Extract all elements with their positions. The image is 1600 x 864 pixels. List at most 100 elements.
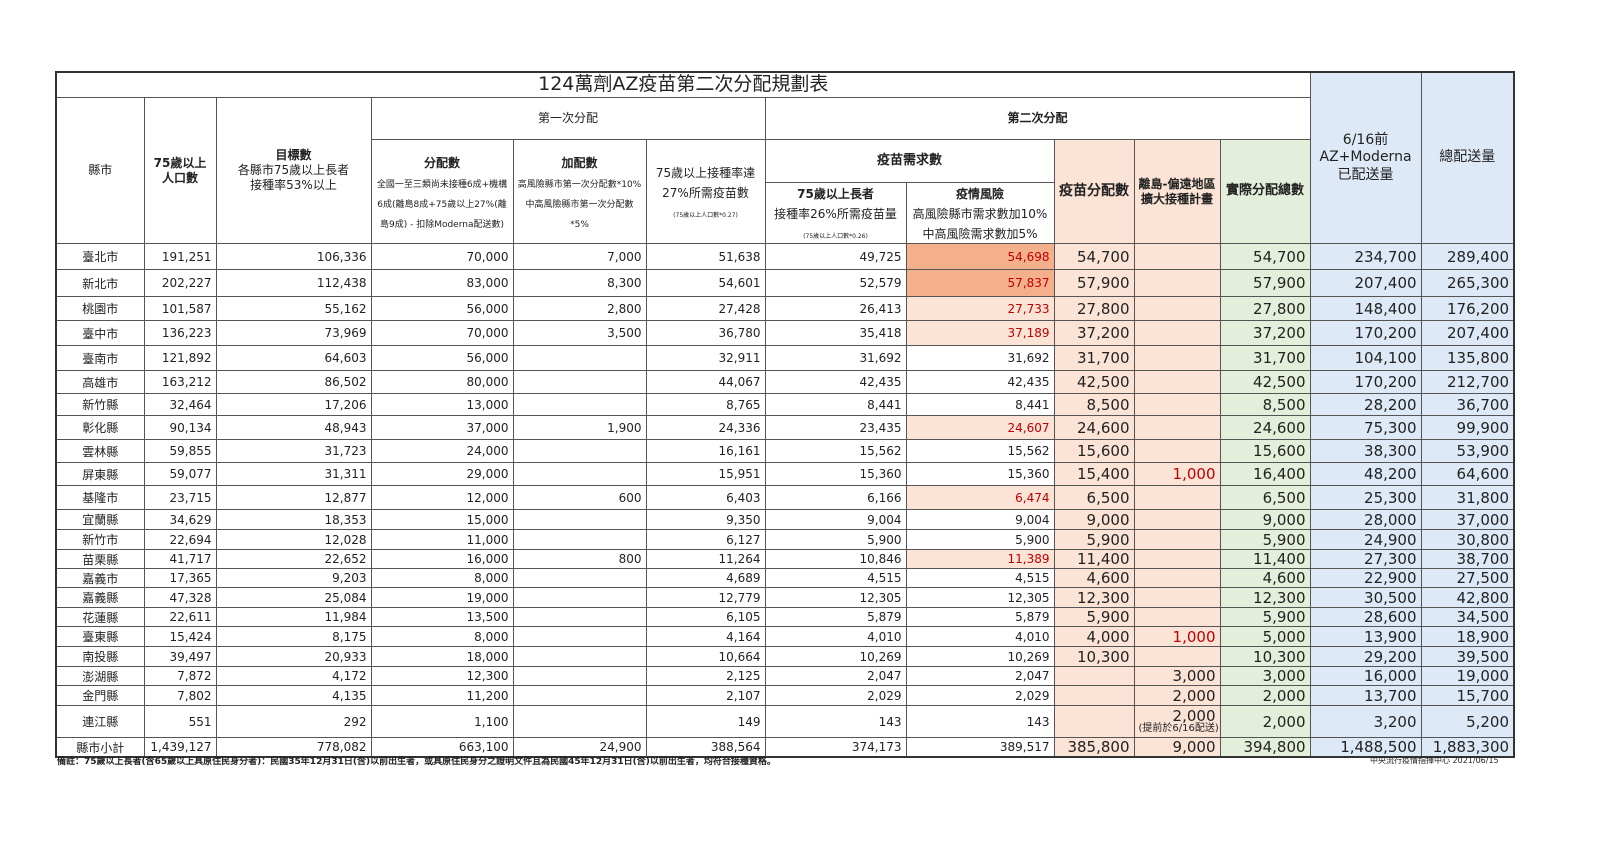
- cell-actual-total: 11,400: [1219, 549, 1311, 569]
- allocation-table: 124萬劑AZ疫苗第二次分配規劃表 6/16前 AZ+Moderna 已配送量 …: [55, 71, 1516, 758]
- header-alloc: 分配數 全國一至三類尚未接種6成+機構6成(離島8成+75歲以上27%(離島9成)…: [370, 139, 514, 244]
- cell-risk-demand: 11,389: [905, 549, 1055, 569]
- cell-elder-demand: 15,360: [764, 462, 907, 486]
- header-need27-title: 75歲以上接種率達 27%所需疫苗數: [655, 165, 756, 200]
- cell-extra: 7,000: [512, 243, 647, 270]
- cell-risk-demand: 4,515: [905, 568, 1055, 588]
- cell-county: 雲林縣: [55, 439, 145, 463]
- cell-before-616: 13,700: [1309, 685, 1422, 706]
- cell-first-alloc: 8,000: [370, 568, 514, 588]
- cell-vaccine-alloc: [1053, 666, 1135, 686]
- header-risk: 疫情風險 高風險縣市需求數加10% 中高風險需求數加5%: [905, 182, 1055, 244]
- cell-extra: [512, 509, 647, 530]
- cell-target: 9,203: [215, 568, 372, 588]
- cell-vaccine-alloc: 15,400: [1053, 462, 1135, 486]
- cell-pop75: 41,717: [143, 549, 217, 569]
- cell-island: 3,000: [1133, 666, 1221, 686]
- cell-need27: 10,664: [645, 646, 766, 667]
- cell-island: [1133, 549, 1221, 569]
- cell-actual-total: 42,500: [1219, 370, 1311, 394]
- cell-elder-demand: 10,269: [764, 646, 907, 667]
- cell-need27: 6,105: [645, 607, 766, 627]
- cell-extra: [512, 345, 647, 371]
- header-before-616: 6/16前 AZ+Moderna 已配送量: [1309, 71, 1422, 244]
- cell-pop75: 121,892: [143, 345, 217, 371]
- cell-extra: [512, 568, 647, 588]
- cell-vaccine-alloc: 5,900: [1053, 607, 1135, 627]
- cell-pop75: 191,251: [143, 243, 217, 270]
- cell-extra: [512, 685, 647, 706]
- cell-need27: 11,264: [645, 549, 766, 569]
- header-extra: 加配數 高風險縣市第一次分配數*10% 中高風險縣市第一次分配數*5%: [512, 139, 647, 244]
- cell-island: [1133, 296, 1221, 321]
- cell-pop75: 23,715: [143, 485, 217, 510]
- cell-elder-demand: 49,725: [764, 243, 907, 270]
- cell-extra: [512, 439, 647, 463]
- cell-target: 4,135: [215, 685, 372, 706]
- cell-actual-total: 2,000: [1219, 685, 1311, 706]
- cell-before-616: 170,200: [1309, 370, 1422, 394]
- cell-extra: 8,300: [512, 269, 647, 297]
- header-extra-desc: 高風險縣市第一次分配數*10% 中高風險縣市第一次分配數*5%: [517, 179, 642, 230]
- cell-target: 73,969: [215, 320, 372, 346]
- cell-extra: [512, 646, 647, 667]
- cell-actual-total: 9,000: [1219, 509, 1311, 530]
- cell-county: 彰化縣: [55, 415, 145, 440]
- cell-target: 112,438: [215, 269, 372, 297]
- cell-actual-total: 54,700: [1219, 243, 1311, 270]
- cell-grand-total: 42,800: [1420, 587, 1515, 608]
- cell-first-alloc: 13,500: [370, 607, 514, 627]
- cell-island: [1133, 587, 1221, 608]
- cell-risk-demand: 37,189: [905, 320, 1055, 346]
- cell-first-alloc: 80,000: [370, 370, 514, 394]
- cell-grand-total: 34,500: [1420, 607, 1515, 627]
- cell-risk-demand: 389,517: [905, 737, 1055, 758]
- cell-extra: [512, 587, 647, 608]
- cell-vaccine-alloc: 6,500: [1053, 485, 1135, 510]
- cell-pop75: 39,497: [143, 646, 217, 667]
- cell-elder-demand: 5,879: [764, 607, 907, 627]
- table-row: 新竹市 22,694 12,028 11,000 6,127 5,900 5,900 5,90…: [55, 529, 1515, 550]
- lienchiang-note: (提前於6/16配送): [1138, 723, 1219, 734]
- cell-need27: 44,067: [645, 370, 766, 394]
- header-elder-note: (75歲以上人口數*0.26): [803, 233, 868, 240]
- cell-pop75: 15,424: [143, 626, 217, 647]
- cell-target: 86,502: [215, 370, 372, 394]
- cell-vaccine-alloc: 31,700: [1053, 345, 1135, 371]
- cell-need27: 36,780: [645, 320, 766, 346]
- cell-extra: 2,800: [512, 296, 647, 321]
- cell-grand-total: 289,400: [1420, 243, 1515, 270]
- cell-risk-demand: 27,733: [905, 296, 1055, 321]
- table-row: 苗栗縣 41,717 22,652 16,000 800 11,264 10,846 11,3…: [55, 549, 1515, 569]
- cell-county: 澎湖縣: [55, 666, 145, 686]
- table-row: 宜蘭縣 34,629 18,353 15,000 9,350 9,004 9,004 9,00…: [55, 509, 1515, 530]
- table-row: 臺南市 121,892 64,603 56,000 32,911 31,692 31,692…: [55, 345, 1515, 371]
- cell-first-alloc: 29,000: [370, 462, 514, 486]
- cell-county: 新竹市: [55, 529, 145, 550]
- cell-actual-total: 27,800: [1219, 296, 1311, 321]
- table-row: 雲林縣 59,855 31,723 24,000 16,161 15,562 15,562 1…: [55, 439, 1515, 463]
- cell-grand-total: 5,200: [1420, 705, 1515, 738]
- cell-vaccine-alloc: 9,000: [1053, 509, 1135, 530]
- cell-actual-total: 5,900: [1219, 607, 1311, 627]
- cell-county: 金門縣: [55, 685, 145, 706]
- cell-first-alloc: 15,000: [370, 509, 514, 530]
- cell-grand-total: 135,800: [1420, 345, 1515, 371]
- cell-county: 苗栗縣: [55, 549, 145, 569]
- cell-first-alloc: 11,000: [370, 529, 514, 550]
- cell-before-616: 48,200: [1309, 462, 1422, 486]
- header-alloc-title: 分配數: [423, 155, 460, 170]
- cell-county: 連江縣: [55, 705, 145, 738]
- cell-target: 8,175: [215, 626, 372, 647]
- cell-first-alloc: 56,000: [370, 296, 514, 321]
- header-need27-note: (75歲以上人口數*0.27): [673, 211, 738, 219]
- table-row: 嘉義市 17,365 9,203 8,000 4,689 4,515 4,515 4,600 4…: [55, 568, 1515, 588]
- cell-before-616: 148,400: [1309, 296, 1422, 321]
- table-row: 連江縣 551 292 1,100 149 143 143 2,000 (提前於6/16配送) 2…: [55, 705, 1515, 738]
- cell-risk-demand: 12,305: [905, 587, 1055, 608]
- source-date: 中央流行疫情指揮中心 2021/06/15: [1370, 756, 1499, 765]
- cell-pop75: 90,134: [143, 415, 217, 440]
- cell-vaccine-alloc: 5,900: [1053, 529, 1135, 550]
- cell-grand-total: 31,800: [1420, 485, 1515, 510]
- cell-before-616: 75,300: [1309, 415, 1422, 440]
